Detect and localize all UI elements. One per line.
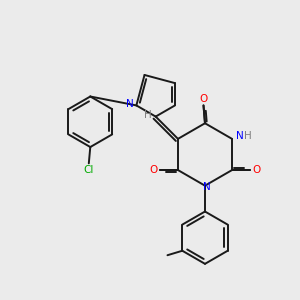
Text: H: H xyxy=(244,131,252,142)
Text: N: N xyxy=(236,131,244,142)
Text: N: N xyxy=(202,182,210,192)
Text: O: O xyxy=(200,94,208,104)
Text: N: N xyxy=(126,99,134,109)
Text: Cl: Cl xyxy=(84,165,94,175)
Text: O: O xyxy=(149,165,158,175)
Text: H: H xyxy=(144,110,152,120)
Text: O: O xyxy=(252,165,260,175)
